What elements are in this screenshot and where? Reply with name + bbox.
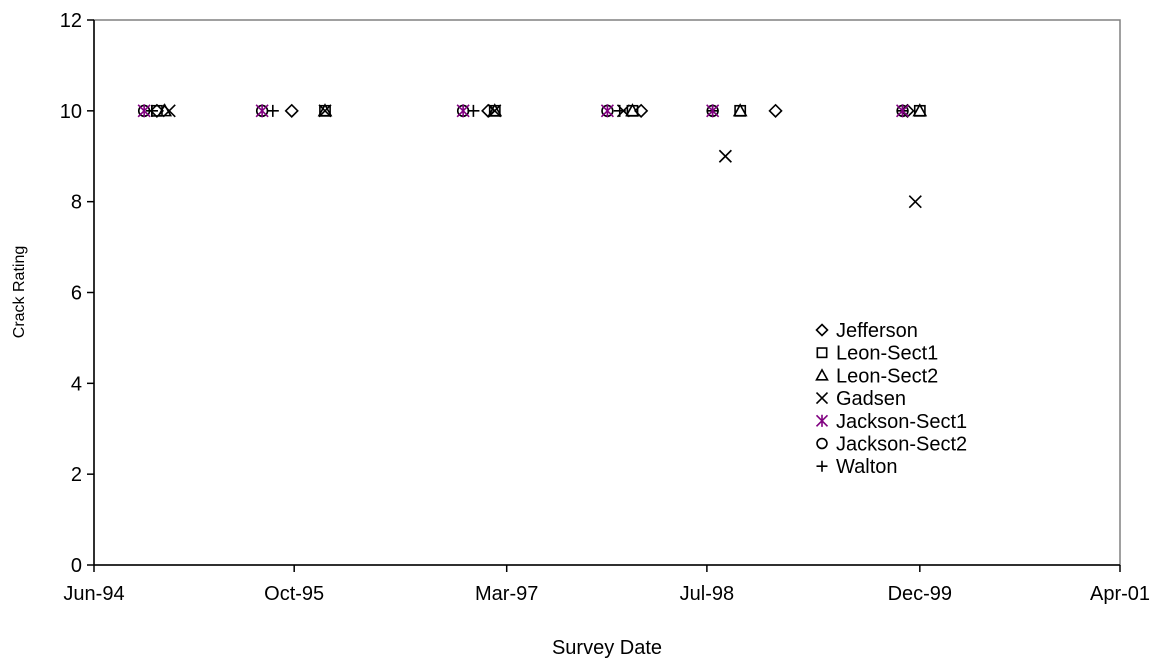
legend-marker-jefferson xyxy=(815,323,829,337)
jackson-sect1-point xyxy=(255,104,269,118)
x-axis-ticks: Jun-94 Oct-95 Mar-97 Jul-98 Dec-99 Apr-01 xyxy=(63,565,1150,605)
legend-marker-jackson-sect2 xyxy=(816,437,828,450)
gadsen-point xyxy=(718,149,732,163)
leon-sect2-point xyxy=(317,103,333,117)
walton-point xyxy=(467,104,480,117)
jackson-sect1-point xyxy=(706,104,720,118)
x-tick-label: Mar-97 xyxy=(475,583,538,605)
jackson-sect1-point xyxy=(600,104,614,118)
walton-point xyxy=(145,104,158,117)
legend-marker-leon-sect1 xyxy=(816,347,828,359)
y-tick-label: 2 xyxy=(71,464,82,486)
legend-marker-gadsen xyxy=(815,392,829,405)
x-tick-label: Dec-99 xyxy=(888,583,952,605)
jackson-sect1-point xyxy=(456,104,470,118)
x-tick-label: Jun-94 xyxy=(63,583,124,605)
leon-sect2-point xyxy=(625,103,640,117)
y-axis-ticks: 0 2 4 6 8 10 12 xyxy=(60,10,94,577)
jefferson-point xyxy=(768,103,783,118)
x-axis-title: Survey Date xyxy=(552,637,662,659)
x-tick-label: Oct-95 xyxy=(264,583,324,605)
jackson-sect1-point xyxy=(137,104,151,118)
plot-frame xyxy=(93,19,1121,566)
leon-sect2-point xyxy=(487,103,503,117)
y-tick-label: 6 xyxy=(71,283,82,305)
walton-point xyxy=(613,104,626,117)
y-tick-label: 0 xyxy=(71,555,82,577)
legend-label-walton: Walton xyxy=(836,456,898,478)
gadsen-point xyxy=(908,195,922,209)
y-tick-label: 8 xyxy=(71,192,82,214)
walton-point xyxy=(266,104,279,117)
jefferson-point xyxy=(149,103,165,118)
legend-marker-leon-sect2 xyxy=(815,368,829,381)
y-axis-title: Crack Rating xyxy=(11,246,28,338)
legend-label-jackson-sect1: Jackson-Sect1 xyxy=(836,411,967,433)
gadsen-point xyxy=(162,104,176,118)
y-tick-label: 10 xyxy=(60,101,82,123)
legend: JeffersonLeon-Sect1Leon-Sect2GadsenJacks… xyxy=(815,320,967,478)
legend-label-leon-sect1: Leon-Sect1 xyxy=(836,343,938,365)
legend-label-jefferson: Jefferson xyxy=(836,320,918,342)
legend-label-leon-sect2: Leon-Sect2 xyxy=(836,365,938,387)
y-tick-label: 4 xyxy=(71,373,82,395)
x-tick-label: Jul-98 xyxy=(680,583,734,605)
legend-label-gadsen: Gadsen xyxy=(836,388,906,410)
jefferson-point xyxy=(284,103,299,118)
legend-marker-walton xyxy=(816,460,828,472)
legend-label-jackson-sect2: Jackson-Sect2 xyxy=(836,434,967,456)
y-tick-label: 12 xyxy=(60,10,82,32)
legend-marker-jackson-sect1 xyxy=(815,414,829,427)
leon-sect2-point xyxy=(912,103,928,117)
gadsen-point xyxy=(318,104,332,118)
leon-sect2-point xyxy=(732,103,748,117)
x-tick-label: Apr-01 xyxy=(1090,583,1150,605)
gadsen-point xyxy=(488,104,502,118)
data-points xyxy=(137,103,928,209)
jackson-sect1-point xyxy=(895,104,910,118)
